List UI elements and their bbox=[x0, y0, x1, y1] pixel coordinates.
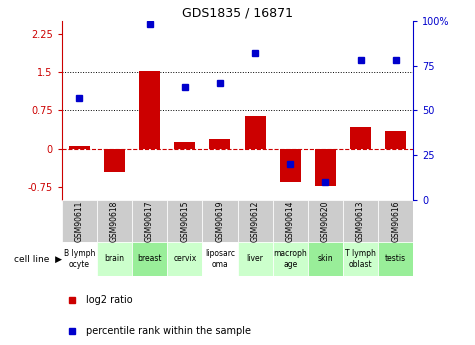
Text: GSM90616: GSM90616 bbox=[391, 200, 400, 242]
Bar bbox=[343, 200, 378, 242]
Text: GSM90615: GSM90615 bbox=[180, 200, 189, 242]
Bar bbox=[202, 242, 238, 276]
Text: B lymph
ocyte: B lymph ocyte bbox=[64, 249, 95, 269]
Bar bbox=[139, 71, 160, 149]
Bar bbox=[132, 242, 167, 276]
Text: cervix: cervix bbox=[173, 254, 196, 264]
Bar bbox=[343, 242, 378, 276]
Bar bbox=[280, 149, 301, 182]
Text: brain: brain bbox=[104, 254, 124, 264]
Text: GSM90620: GSM90620 bbox=[321, 200, 330, 242]
Bar bbox=[62, 242, 97, 276]
Text: liver: liver bbox=[247, 254, 264, 264]
Bar bbox=[245, 116, 266, 149]
Bar bbox=[104, 149, 125, 172]
Bar bbox=[308, 242, 343, 276]
Text: GSM90612: GSM90612 bbox=[251, 200, 259, 242]
Text: breast: breast bbox=[137, 254, 162, 264]
Text: log2 ratio: log2 ratio bbox=[86, 295, 133, 305]
Bar bbox=[209, 139, 230, 149]
Bar bbox=[315, 149, 336, 186]
Text: macroph
age: macroph age bbox=[273, 249, 307, 269]
Text: skin: skin bbox=[318, 254, 333, 264]
Bar bbox=[202, 200, 238, 242]
Text: GSM90617: GSM90617 bbox=[145, 200, 154, 242]
Text: GSM90613: GSM90613 bbox=[356, 200, 365, 242]
Bar bbox=[238, 200, 273, 242]
Text: GSM90611: GSM90611 bbox=[75, 200, 84, 242]
Text: GSM90618: GSM90618 bbox=[110, 200, 119, 242]
Bar bbox=[378, 200, 413, 242]
Text: cell line  ▶: cell line ▶ bbox=[14, 254, 62, 264]
Title: GDS1835 / 16871: GDS1835 / 16871 bbox=[182, 7, 293, 20]
Bar bbox=[167, 242, 202, 276]
Bar bbox=[238, 242, 273, 276]
Bar bbox=[350, 127, 371, 149]
Bar bbox=[69, 146, 90, 149]
Text: GSM90619: GSM90619 bbox=[216, 200, 224, 242]
Text: liposarc
oma: liposarc oma bbox=[205, 249, 235, 269]
Bar bbox=[385, 131, 406, 149]
Bar bbox=[167, 200, 202, 242]
Text: T lymph
oblast: T lymph oblast bbox=[345, 249, 376, 269]
Bar bbox=[273, 200, 308, 242]
Text: testis: testis bbox=[385, 254, 406, 264]
Bar bbox=[132, 200, 167, 242]
Text: percentile rank within the sample: percentile rank within the sample bbox=[86, 326, 251, 336]
Bar bbox=[273, 242, 308, 276]
Bar bbox=[97, 242, 132, 276]
Text: GSM90614: GSM90614 bbox=[286, 200, 294, 242]
Bar bbox=[308, 200, 343, 242]
Bar bbox=[174, 142, 195, 149]
Bar bbox=[97, 200, 132, 242]
Bar bbox=[378, 242, 413, 276]
Bar bbox=[62, 200, 97, 242]
